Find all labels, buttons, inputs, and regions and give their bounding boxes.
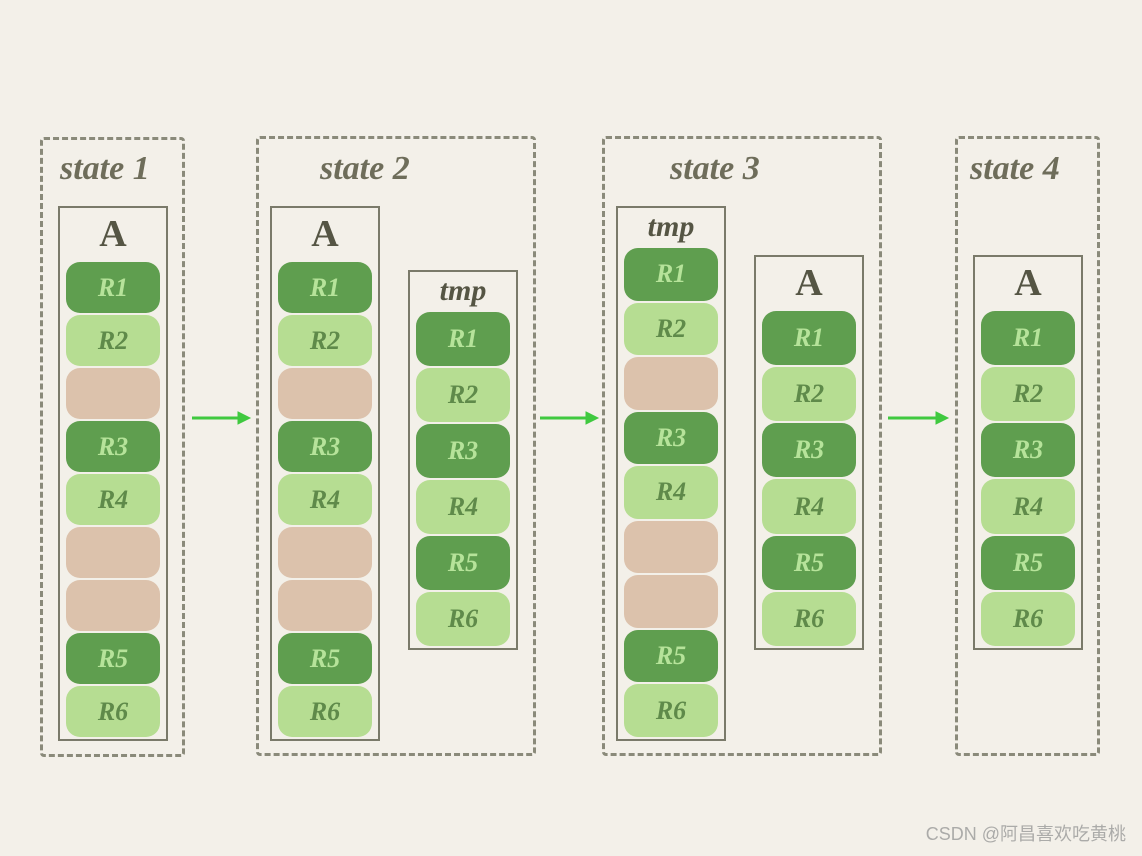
- cell-r1: R1: [416, 312, 510, 366]
- cell-r6: R6: [416, 592, 510, 646]
- cell-r2: R2: [624, 303, 718, 356]
- column-box: A R1R2R3R4R5R6: [754, 255, 864, 650]
- state-label-2: state 2: [320, 150, 410, 188]
- cell-r1: R1: [981, 311, 1075, 365]
- cell-r3: R3: [66, 421, 160, 472]
- cell-empty: [624, 357, 718, 410]
- cell-r5: R5: [416, 536, 510, 590]
- cell-r6: R6: [762, 592, 856, 646]
- cell-r4: R4: [624, 466, 718, 519]
- cell-r2: R2: [981, 367, 1075, 421]
- cells-container: R1R2R3R4R5R6: [975, 311, 1081, 652]
- cell-r2: R2: [762, 367, 856, 421]
- cells-container: R1R2R3R4R5R6: [410, 312, 516, 652]
- column-box: A R1R2 R3R4 R5R6: [58, 206, 168, 741]
- cell-r3: R3: [981, 423, 1075, 477]
- cells-container: R1R2 R3R4 R5R6: [60, 262, 166, 743]
- cell-r3: R3: [278, 421, 372, 472]
- cell-empty: [278, 368, 372, 419]
- cells-container: R1R2R3R4R5R6: [756, 311, 862, 652]
- diagram-canvas: state 1AR1R2R3R4R5R6state 2AR1R2R3R4R5R6…: [0, 0, 1142, 856]
- cell-r1: R1: [278, 262, 372, 313]
- cell-r5: R5: [66, 633, 160, 684]
- cell-r5: R5: [762, 536, 856, 590]
- cell-r4: R4: [416, 480, 510, 534]
- cell-r4: R4: [278, 474, 372, 525]
- cell-empty: [278, 527, 372, 578]
- cell-r4: R4: [66, 474, 160, 525]
- cell-empty: [66, 527, 160, 578]
- state-label-4: state 4: [970, 150, 1060, 188]
- column-title: A: [975, 261, 1081, 305]
- cell-r5: R5: [624, 630, 718, 683]
- cell-r3: R3: [416, 424, 510, 478]
- cell-empty: [278, 580, 372, 631]
- cell-r3: R3: [762, 423, 856, 477]
- column-title: A: [60, 212, 166, 256]
- cell-r3: R3: [624, 412, 718, 465]
- cell-r1: R1: [762, 311, 856, 365]
- cells-container: R1R2 R3R4 R5R6: [272, 262, 378, 743]
- column-title: tmp: [410, 274, 516, 308]
- arrow-1: [190, 408, 252, 428]
- column-title: A: [272, 212, 378, 256]
- cell-empty: [624, 575, 718, 628]
- state-label-1: state 1: [60, 150, 150, 188]
- arrow-2: [538, 408, 600, 428]
- state-label-3: state 3: [670, 150, 760, 188]
- cell-r6: R6: [66, 686, 160, 737]
- cell-empty: [66, 368, 160, 419]
- cell-r1: R1: [624, 248, 718, 301]
- cell-r6: R6: [981, 592, 1075, 646]
- cell-r5: R5: [278, 633, 372, 684]
- cell-r4: R4: [762, 479, 856, 533]
- arrow-3: [886, 408, 950, 428]
- cell-r2: R2: [416, 368, 510, 422]
- column-title: A: [756, 261, 862, 305]
- cell-r6: R6: [278, 686, 372, 737]
- cell-r1: R1: [66, 262, 160, 313]
- cell-r2: R2: [278, 315, 372, 366]
- cell-r4: R4: [981, 479, 1075, 533]
- cells-container: R1R2 R3R4 R5R6: [618, 248, 724, 743]
- column-box: tmp R1R2R3R4R5R6: [408, 270, 518, 650]
- cell-empty: [624, 521, 718, 574]
- cell-r5: R5: [981, 536, 1075, 590]
- cell-r2: R2: [66, 315, 160, 366]
- cell-empty: [66, 580, 160, 631]
- column-box: A R1R2R3R4R5R6: [973, 255, 1083, 650]
- column-box: A R1R2 R3R4 R5R6: [270, 206, 380, 741]
- column-title: tmp: [618, 210, 724, 244]
- column-box: tmp R1R2 R3R4 R5R6: [616, 206, 726, 741]
- cell-r6: R6: [624, 684, 718, 737]
- watermark-text: CSDN @阿昌喜欢吃黄桃: [926, 820, 1126, 846]
